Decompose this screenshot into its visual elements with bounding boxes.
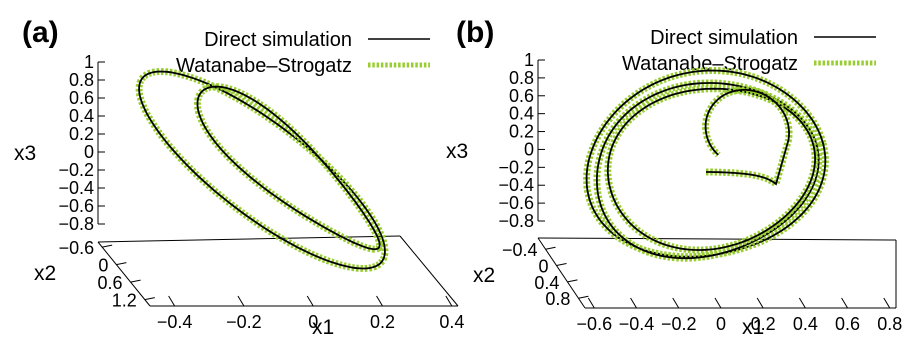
x3-tick-label: −0.4: [498, 175, 534, 195]
x2-axis-line: [537, 237, 586, 309]
x2-tick-label: 0: [98, 256, 108, 276]
x1-tick-mark: [306, 295, 314, 307]
panel-label: (b): [456, 16, 494, 49]
x2-axis-line: [97, 241, 151, 307]
x1-tick-mark: [237, 295, 245, 307]
x2-tick-mark: [130, 279, 141, 283]
x1-tick-mark: [756, 297, 764, 309]
trajectory-b-transient-direct: [704, 89, 791, 186]
x2-tick-mark: [567, 279, 578, 283]
x3-tick-label: 1: [524, 50, 534, 70]
x1-tick-mark: [376, 295, 383, 307]
x3-tick-label: −0.6: [498, 193, 534, 213]
panel-label: (a): [22, 16, 59, 49]
x1-tick-label: 0.4: [793, 314, 818, 334]
x3-tick-label: −0.6: [58, 196, 94, 216]
x3-tick-label: −0.8: [58, 214, 94, 234]
x2-axis-label: x2: [34, 262, 56, 285]
x2-tick-mark: [144, 297, 155, 301]
x3-tick-label: 0.4: [69, 106, 94, 126]
x1-tick-label: 0.2: [751, 314, 776, 334]
x1-tick-mark: [883, 297, 891, 309]
x1-axis-label: x1: [742, 316, 764, 339]
trajectory-a-inner-ws: [194, 83, 384, 253]
x2-tick-label: 0.4: [534, 273, 559, 293]
x3-tick-label: 0: [524, 139, 534, 159]
x1-tick-mark: [168, 295, 176, 307]
x1-tick-label: −0.2: [226, 312, 262, 332]
x1-tick-mark: [630, 297, 637, 309]
floor-right-edge: [399, 235, 459, 307]
trajectory-b-loop1-direct: [585, 69, 827, 258]
x1-tick-mark: [445, 295, 453, 307]
x1-tick-label: 0: [716, 314, 726, 334]
x1-tick-label: 0.4: [439, 312, 464, 332]
x3-tick-label: 0.6: [69, 88, 94, 108]
x1-tick-label: −0.2: [661, 314, 697, 334]
x1-tick-mark: [798, 297, 806, 309]
x3-tick-label: 0.8: [69, 70, 94, 90]
x2-tick-mark: [545, 246, 556, 250]
x1-tick-label: −0.4: [157, 312, 193, 332]
x1-tick-label: 0.2: [370, 312, 395, 332]
trajectory-b-loop1-ws: [583, 66, 829, 261]
x2-tick-mark: [556, 263, 567, 267]
x2-tick-label: −0.4: [502, 240, 538, 260]
x1-axis-label: x1: [312, 316, 334, 339]
x3-tick-label: 0: [84, 142, 94, 162]
legend-ws-label: Watanabe–Strogatz: [622, 53, 798, 75]
x1-tick-mark: [672, 297, 680, 309]
x1-tick-label: −0.4: [619, 314, 655, 334]
x3-tick-label: 0.6: [509, 86, 534, 106]
x3-tick-label: 0.2: [69, 124, 94, 144]
x2-tick-label: 1.2: [112, 291, 137, 311]
x1-tick-mark: [714, 297, 722, 309]
x3-tick-label: −0.4: [58, 178, 94, 198]
x3-tick-label: 0.8: [509, 68, 534, 88]
x3-tick-label: −0.8: [498, 211, 534, 231]
x1-tick-label: 0.6: [835, 314, 860, 334]
x2-tick-label: 0: [538, 257, 548, 277]
x1-tick-label: −0.6: [577, 314, 613, 334]
x3-tick-label: −0.2: [58, 160, 94, 180]
x3-axis-label: x3: [14, 142, 36, 165]
x3-tick-label: 0.2: [509, 122, 534, 142]
x3-tick-label: 1: [84, 52, 94, 72]
x1-tick-mark: [841, 297, 849, 309]
floor-back-edge: [537, 237, 897, 241]
x2-tick-label: −0.6: [59, 238, 95, 258]
x2-axis-label: x2: [473, 264, 495, 287]
x2-tick-mark: [578, 295, 589, 299]
legend-direct-label: Direct simulation: [204, 29, 352, 51]
trajectory-a-inner-direct: [196, 85, 381, 251]
legend-ws-label: Watanabe–Strogatz: [176, 55, 352, 77]
x2-tick-mark: [102, 244, 113, 248]
x2-tick-mark: [116, 262, 127, 266]
legend-direct-label: Direct simulation: [650, 27, 798, 49]
x3-axis-label: x3: [446, 140, 468, 163]
x3-tick-label: −0.2: [498, 157, 534, 177]
x2-tick-label: 0.8: [545, 289, 570, 309]
x3-tick-label: 0.4: [509, 104, 534, 124]
x1-tick-label: 0.8: [877, 314, 902, 334]
x1-tick-mark: [587, 297, 595, 309]
x2-tick-label: 0.6: [98, 273, 123, 293]
x1-tick-label: 0: [308, 312, 318, 332]
